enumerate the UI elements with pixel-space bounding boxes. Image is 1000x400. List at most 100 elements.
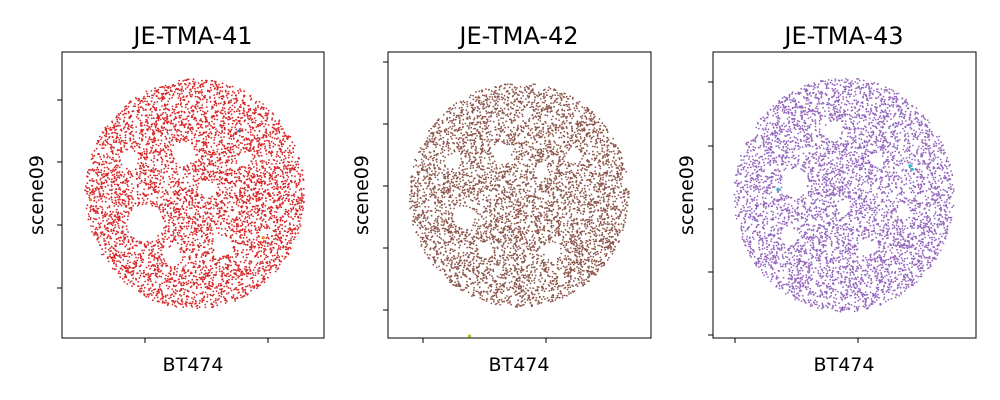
scatter-point	[119, 272, 122, 275]
scatter-point	[214, 258, 217, 261]
scatter-point	[297, 183, 300, 186]
scatter-point	[201, 298, 203, 300]
scatter-point	[188, 256, 191, 258]
scatter-point	[214, 287, 217, 289]
scatter-point	[203, 283, 206, 285]
scatter-point	[218, 265, 221, 268]
scatter-point	[251, 134, 254, 136]
scatter-point	[161, 117, 164, 119]
scatter-point	[127, 185, 129, 188]
scatter-point	[259, 108, 262, 110]
scatter-point	[193, 85, 196, 87]
scatter-point	[262, 190, 265, 193]
scatter-point	[260, 246, 263, 249]
scatter-point	[108, 189, 111, 191]
scatter-point	[290, 180, 293, 182]
scatter-point	[282, 246, 285, 249]
scatter-point	[123, 146, 126, 148]
scatter-point	[98, 217, 101, 219]
scatter-point	[223, 145, 226, 148]
scatter-point	[149, 183, 152, 186]
scatter-point	[280, 125, 282, 128]
scatter-point	[147, 125, 150, 128]
scatter-point	[136, 204, 139, 207]
scatter-point	[115, 265, 118, 268]
scatter-point	[191, 93, 194, 96]
scatter-point	[242, 109, 245, 112]
scatter-point	[195, 100, 198, 103]
scatter-point	[295, 182, 298, 185]
scatter-point	[157, 251, 159, 254]
scatter-point	[163, 262, 165, 265]
scatter-point	[190, 281, 192, 284]
scatter-point	[233, 260, 235, 263]
scatter-point	[136, 190, 139, 193]
scatter-point	[107, 241, 110, 244]
scatter-point	[262, 203, 265, 206]
scatter-point	[192, 184, 195, 187]
scatter-point	[150, 151, 152, 153]
scatter-point	[185, 103, 187, 106]
scatter-point	[152, 299, 154, 302]
scatter-point	[99, 244, 101, 247]
scatter-point	[114, 224, 117, 226]
scatter-point	[160, 86, 163, 89]
scatter-point	[164, 142, 166, 145]
scatter-point	[184, 173, 187, 176]
scatter-point	[186, 181, 189, 184]
scatter-point	[138, 175, 141, 177]
scatter-point	[196, 192, 199, 195]
scatter-point	[115, 128, 117, 131]
scatter-point	[234, 273, 237, 276]
scatter-point	[208, 128, 211, 131]
scatter-point	[167, 167, 170, 170]
scatter-point	[99, 226, 102, 229]
scatter-point	[115, 178, 118, 180]
scatter-point	[197, 127, 200, 130]
scatter-point	[174, 289, 177, 291]
scatter-point	[179, 189, 181, 192]
scatter-point	[178, 278, 180, 281]
scatter-point	[178, 84, 181, 87]
scatter-point	[162, 295, 165, 298]
scatter-point	[236, 199, 239, 202]
scatter-point	[291, 156, 294, 158]
scatter-point	[98, 163, 101, 166]
scatter-point	[158, 275, 161, 278]
scatter-point	[151, 255, 154, 258]
scatter-point	[95, 226, 98, 229]
scatter-point	[184, 256, 186, 258]
scatter-point	[149, 128, 152, 131]
scatter-point	[159, 86, 162, 89]
scatter-point	[125, 205, 128, 207]
scatter-point	[243, 295, 246, 297]
scatter-point	[282, 173, 284, 175]
scatter-point	[230, 289, 233, 292]
scatter-point	[198, 148, 201, 151]
scatter-point	[217, 259, 220, 262]
scatter-point	[211, 181, 214, 184]
scatter-point	[85, 207, 88, 210]
scatter-point	[164, 89, 167, 92]
scatter-point	[212, 170, 214, 173]
scatter-point	[161, 272, 164, 275]
scatter-point	[222, 103, 225, 106]
scatter-point	[252, 238, 255, 241]
scatter-point	[150, 185, 152, 188]
scatter-point	[211, 294, 214, 297]
scatter-point	[169, 240, 172, 243]
scatter-point	[253, 241, 256, 244]
scatter-point	[156, 174, 159, 177]
scatter-point	[222, 152, 224, 154]
scatter-point	[114, 122, 117, 125]
scatter-point	[183, 124, 186, 127]
scatter-point	[206, 165, 209, 167]
scatter-point	[275, 243, 278, 245]
scatter-point	[159, 182, 162, 184]
scatter-point	[294, 180, 297, 183]
scatter-point	[87, 213, 90, 216]
scatter-point	[257, 154, 260, 157]
scatter-point	[283, 221, 286, 224]
scatter-point	[217, 110, 219, 113]
scatter-point	[201, 301, 204, 303]
